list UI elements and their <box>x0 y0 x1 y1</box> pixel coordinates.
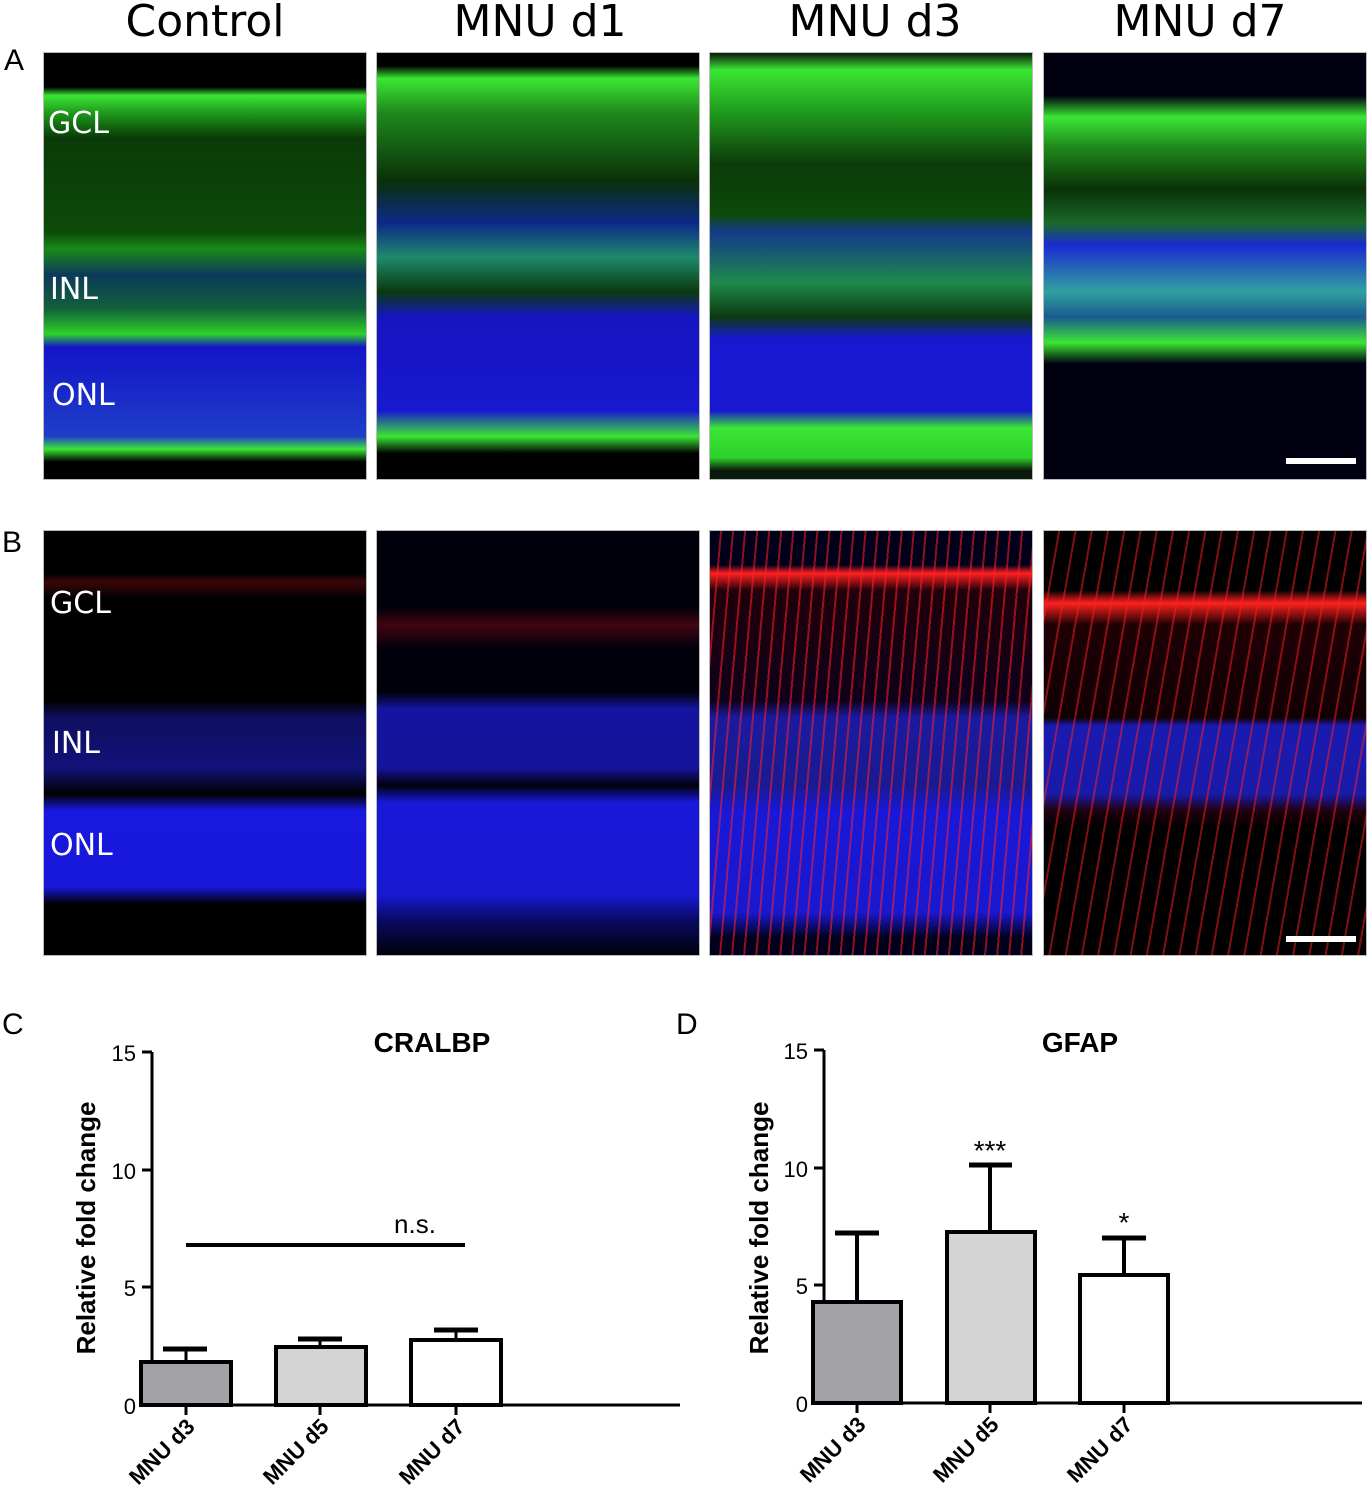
column-title-mnu-d3: MNU d3 <box>788 0 962 47</box>
micrograph-b-mnu-d1 <box>376 530 700 956</box>
micrograph-a-mnu-d3 <box>709 52 1033 480</box>
chart-c-ylabel: Relative fold change <box>71 1102 101 1355</box>
micrograph-a-mnu-d1 <box>376 52 700 480</box>
panel-letter-d: D <box>676 1008 698 1041</box>
panel-letter-c: C <box>2 1008 24 1041</box>
layer-label-b-gcl: GCL <box>50 586 111 621</box>
chart-d-xlabel-mnu-d3: MNU d3 <box>795 1412 871 1488</box>
chart-d-title: GFAP <box>1042 1027 1118 1058</box>
chart-cralbp: CRALBP Relative fold change 15 10 5 0 MN… <box>71 1027 680 1490</box>
chart-c-ytick-5: 5 <box>124 1276 136 1301</box>
micrograph-b-mnu-d7 <box>1043 530 1367 956</box>
layer-label-a-inl: INL <box>50 272 99 307</box>
chart-d-ytick-5: 5 <box>796 1274 808 1299</box>
chart-c-xlabel-mnu-d5: MNU d5 <box>258 1414 334 1490</box>
micrograph-b-control <box>43 530 367 956</box>
layer-label-b-onl: ONL <box>50 828 113 863</box>
chart-c-ytick-15: 15 <box>112 1041 136 1066</box>
chart-d-xlabel-mnu-d7: MNU d7 <box>1062 1412 1138 1488</box>
chart-c-bar-mnu-d7 <box>409 1327 503 1407</box>
micrograph-b-mnu-d3 <box>709 530 1033 956</box>
chart-d-annotation-d5: *** <box>974 1135 1007 1166</box>
chart-c-ytick-10: 10 <box>112 1159 136 1184</box>
column-title-mnu-d1: MNU d1 <box>453 0 627 47</box>
layer-label-a-onl: ONL <box>52 378 115 413</box>
chart-c-annotation-ns: n.s. <box>394 1209 436 1239</box>
chart-d-xlabel-mnu-d5: MNU d5 <box>928 1412 1004 1488</box>
layer-label-a-gcl: GCL <box>48 106 109 141</box>
chart-c-xlabel-mnu-d7: MNU d7 <box>394 1414 470 1490</box>
chart-d-ytick-15: 15 <box>784 1039 808 1064</box>
panel-letter-a: A <box>4 44 25 77</box>
chart-c-bar-mnu-d5 <box>274 1336 368 1407</box>
scale-bar-a <box>1286 458 1356 464</box>
micrograph-a-mnu-d7 <box>1043 52 1367 480</box>
chart-d-ylabel: Relative fold change <box>744 1102 774 1355</box>
chart-d-bar-mnu-d7 <box>1078 1235 1170 1405</box>
chart-c-bar-mnu-d3 <box>139 1346 233 1407</box>
chart-c-ytick-0: 0 <box>124 1394 136 1419</box>
chart-c-title: CRALBP <box>374 1027 491 1058</box>
layer-label-b-inl: INL <box>52 726 101 761</box>
chart-d-ytick-0: 0 <box>796 1392 808 1417</box>
chart-c-xlabel-mnu-d3: MNU d3 <box>124 1414 200 1490</box>
chart-gfap: GFAP Relative fold change 15 10 5 0 MNU … <box>744 1027 1362 1488</box>
scale-bar-b <box>1286 936 1356 942</box>
column-title-mnu-d7: MNU d7 <box>1113 0 1287 47</box>
panel-letter-b: B <box>2 526 23 559</box>
chart-d-annotation-d7: * <box>1119 1207 1130 1238</box>
chart-d-yticks: 15 10 5 0 <box>784 1039 824 1417</box>
chart-d-bar-mnu-d5 <box>945 1162 1037 1405</box>
chart-d-bar-mnu-d3 <box>811 1230 903 1405</box>
micrograph-a-control <box>43 52 367 480</box>
chart-d-ytick-10: 10 <box>784 1157 808 1182</box>
column-title-control: Control <box>125 0 285 47</box>
